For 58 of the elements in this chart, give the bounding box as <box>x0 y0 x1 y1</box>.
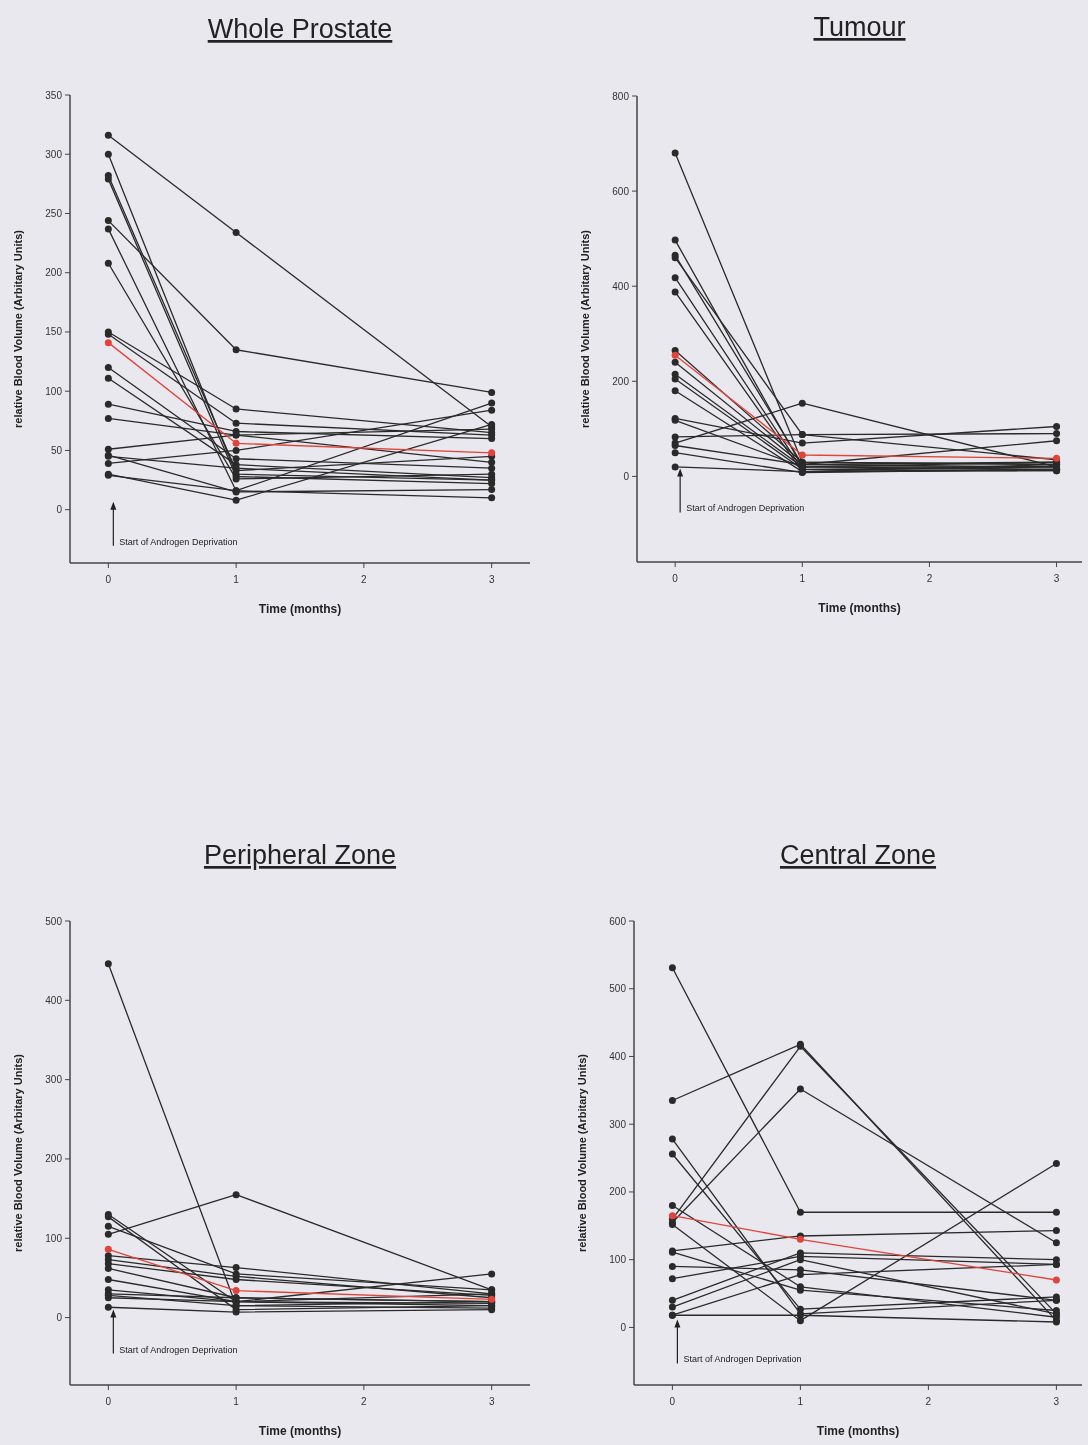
x-tick-label: 3 <box>1053 1396 1060 1407</box>
y-tick-label: 200 <box>612 375 630 387</box>
annotation: Start of Androgen Deprivation <box>119 1344 238 1355</box>
x-axis-title: Time (months) <box>258 602 342 616</box>
x-tick-label: 0 <box>672 573 679 584</box>
y-tick-label: 100 <box>45 385 63 397</box>
x-tick-label: 1 <box>233 1396 240 1407</box>
y-tick-label: 500 <box>609 983 627 995</box>
y-tick-label: 250 <box>45 207 63 219</box>
y-axis-title: relative Blood Volume (Arbitary Units) <box>12 229 24 428</box>
x-tick-label: 0 <box>105 1396 112 1407</box>
x-tick-label: 1 <box>797 1396 804 1407</box>
y-axis-title: relative Blood Volume (Arbitary Units) <box>576 1053 588 1252</box>
y-tick-label: 350 <box>45 89 63 101</box>
y-tick-label: 300 <box>45 1074 63 1086</box>
x-axis-title: Time (months) <box>818 601 901 615</box>
y-tick-label: 400 <box>612 280 630 292</box>
y-tick-label: 800 <box>612 90 630 102</box>
chart-title: Central Zone <box>779 840 937 870</box>
x-tick-label: 2 <box>925 1396 932 1407</box>
y-tick-label: 300 <box>45 148 63 160</box>
y-tick-label: 300 <box>609 1118 627 1130</box>
x-tick-label: 1 <box>799 573 806 584</box>
y-tick-label: 0 <box>56 1312 63 1324</box>
y-tick-label: 200 <box>609 1186 627 1198</box>
x-tick-label: 3 <box>488 1396 495 1407</box>
y-tick-label: 600 <box>609 915 627 927</box>
y-tick-label: 0 <box>56 504 63 516</box>
x-tick-label: 3 <box>488 574 495 585</box>
x-tick-label: 3 <box>1053 573 1060 584</box>
x-tick-label: 2 <box>361 1396 368 1407</box>
y-tick-label: 200 <box>45 1153 63 1165</box>
y-axis-title: relative Blood Volume (Arbitary Units) <box>579 229 591 428</box>
y-tick-label: 150 <box>45 326 63 338</box>
annotation: Start of Androgen Deprivation <box>686 503 805 514</box>
x-tick-label: 1 <box>233 574 240 585</box>
x-tick-label: 2 <box>926 573 933 584</box>
y-tick-label: 100 <box>45 1232 63 1244</box>
x-tick-label: 0 <box>105 574 112 585</box>
y-tick-label: 400 <box>609 1050 627 1062</box>
y-tick-label: 0 <box>623 470 630 482</box>
chart-title: Tumour <box>813 12 906 42</box>
x-tick-label: 0 <box>669 1396 676 1407</box>
x-axis-title: Time (months) <box>258 1424 342 1438</box>
annotation: Start of Androgen Deprivation <box>119 536 238 547</box>
x-tick-label: 2 <box>361 574 368 585</box>
y-tick-label: 500 <box>45 915 63 927</box>
y-tick-label: 50 <box>50 444 63 456</box>
y-axis-title: relative Blood Volume (Arbitary Units) <box>12 1053 24 1252</box>
y-tick-label: 400 <box>45 994 63 1006</box>
chart-title: Peripheral Zone <box>203 840 397 870</box>
annotation: Start of Androgen Deprivation <box>683 1354 802 1365</box>
y-tick-label: 0 <box>620 1321 627 1333</box>
y-tick-label: 200 <box>45 267 63 279</box>
chart-title: Whole Prostate <box>207 14 393 44</box>
y-tick-label: 100 <box>609 1254 627 1266</box>
y-tick-label: 600 <box>612 185 630 197</box>
x-axis-title: Time (months) <box>816 1424 900 1438</box>
